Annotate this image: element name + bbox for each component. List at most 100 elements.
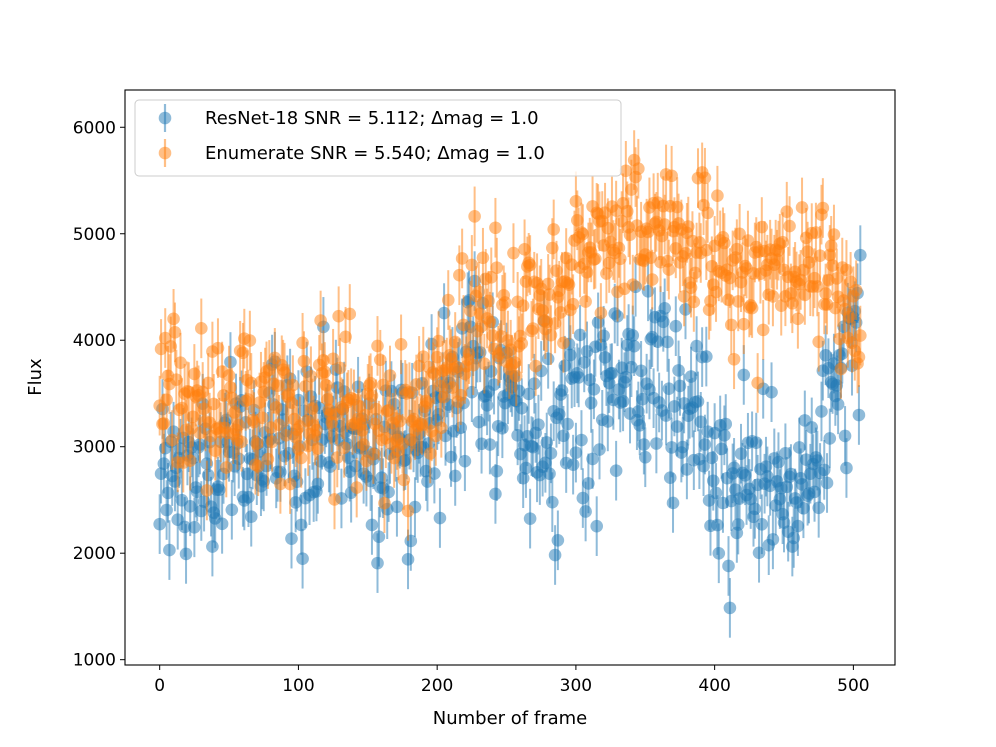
data-point xyxy=(546,241,559,255)
legend-label-enumerate: Enumerate SNR = 5.540; Δmag = 1.0 xyxy=(205,143,545,164)
data-point xyxy=(827,228,841,241)
data-point xyxy=(464,304,477,318)
data-point xyxy=(367,447,380,461)
data-point xyxy=(670,200,684,214)
x-tick-label: 400 xyxy=(698,676,730,696)
data-point xyxy=(515,401,529,415)
data-point xyxy=(609,464,623,478)
data-point xyxy=(645,273,659,286)
data-point xyxy=(250,437,264,450)
data-point xyxy=(627,339,641,353)
data-point xyxy=(582,477,595,490)
data-point xyxy=(448,335,462,349)
data-point xyxy=(251,459,265,473)
data-point xyxy=(619,370,633,384)
data-point xyxy=(168,326,182,339)
y-tick-label: 4000 xyxy=(73,331,116,351)
x-tick-label: 0 xyxy=(154,676,165,696)
data-point xyxy=(244,376,258,390)
legend-marker-enumerate xyxy=(158,146,172,160)
data-point xyxy=(765,385,778,399)
data-point xyxy=(376,378,390,392)
data-point xyxy=(561,417,574,431)
data-point xyxy=(719,417,733,431)
data-point xyxy=(737,368,751,382)
data-point xyxy=(318,365,332,379)
data-point xyxy=(393,414,407,428)
data-point xyxy=(711,189,724,202)
series-enumerate xyxy=(153,130,867,541)
data-point xyxy=(480,399,494,412)
data-point xyxy=(548,548,562,562)
data-point xyxy=(333,361,347,375)
data-point xyxy=(208,444,222,458)
data-point xyxy=(723,271,737,285)
data-point xyxy=(285,532,298,545)
data-point xyxy=(174,356,187,370)
data-point xyxy=(304,369,318,383)
data-point xyxy=(701,206,715,220)
data-point xyxy=(523,512,537,525)
data-point xyxy=(160,503,173,517)
x-tick-label: 200 xyxy=(421,676,453,696)
data-point xyxy=(286,378,300,392)
data-point xyxy=(602,256,616,270)
data-point xyxy=(453,268,466,282)
data-point xyxy=(579,295,592,308)
data-point xyxy=(583,373,597,387)
data-point xyxy=(526,322,540,335)
data-point xyxy=(840,263,853,277)
data-point xyxy=(805,421,819,434)
data-point xyxy=(390,500,404,514)
data-point xyxy=(731,518,745,531)
data-point xyxy=(539,456,552,470)
data-point xyxy=(337,441,351,455)
legend-entry-enumerate: Enumerate SNR = 5.540; Δmag = 1.0 xyxy=(158,139,545,167)
data-point xyxy=(586,452,599,466)
data-point xyxy=(626,278,640,291)
data-point xyxy=(791,312,805,326)
data-point xyxy=(830,272,844,285)
data-point xyxy=(801,245,814,258)
data-point xyxy=(650,437,663,450)
data-point xyxy=(283,477,297,491)
data-point xyxy=(687,295,701,309)
data-point xyxy=(378,496,391,510)
data-point xyxy=(698,438,712,451)
data-point xyxy=(455,252,469,265)
data-point xyxy=(709,486,723,500)
data-point xyxy=(206,540,219,553)
data-point xyxy=(849,283,863,297)
data-point xyxy=(569,446,583,459)
y-tick-label: 3000 xyxy=(73,438,116,458)
data-point xyxy=(680,463,694,476)
data-point xyxy=(749,436,763,449)
data-point xyxy=(190,485,204,498)
data-point xyxy=(619,164,633,178)
data-point xyxy=(183,499,197,513)
data-point xyxy=(350,481,363,494)
data-point xyxy=(756,323,770,337)
data-point xyxy=(570,213,584,227)
data-point xyxy=(569,195,583,208)
y-tick-label: 1000 xyxy=(73,651,116,671)
data-point xyxy=(705,451,719,465)
data-point xyxy=(232,418,246,432)
plot-marks xyxy=(153,130,867,638)
data-point xyxy=(532,418,545,431)
data-point xyxy=(666,496,680,510)
data-point xyxy=(256,411,269,425)
data-point xyxy=(544,328,558,342)
data-point xyxy=(349,459,362,473)
data-point xyxy=(271,379,284,392)
data-point xyxy=(207,397,221,411)
data-point xyxy=(795,478,809,491)
data-point xyxy=(854,248,867,262)
data-point xyxy=(401,504,415,518)
data-point xyxy=(311,477,325,491)
data-point xyxy=(564,348,577,362)
data-point xyxy=(840,461,853,475)
data-point xyxy=(365,518,379,532)
data-point xyxy=(551,534,565,547)
data-point xyxy=(638,450,652,464)
